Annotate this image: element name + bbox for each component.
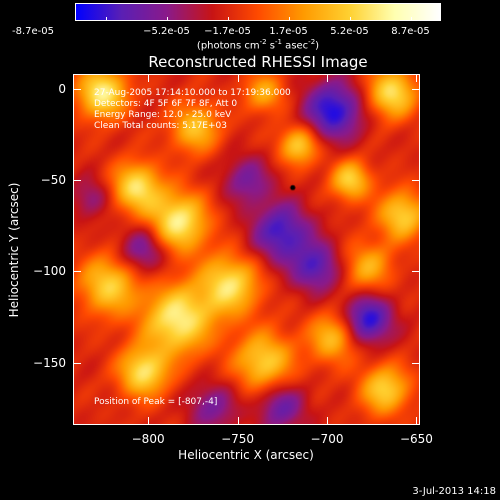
y-axis-label: Heliocentric Y (arcsec) (7, 182, 21, 318)
x-tick-mark (326, 417, 328, 425)
x-tick-mark (237, 417, 239, 425)
chart-title: Reconstructed RHESSI Image (148, 53, 368, 71)
detectors-annotation: Detectors: 4F 5F 6F 7F 8F, Att 0 (94, 99, 238, 109)
y-tick-mark (412, 271, 420, 273)
y-tick-mark (412, 88, 420, 90)
colorbar-label: −5.2e-05 (143, 26, 190, 37)
x-tick-mark (148, 74, 150, 82)
x-tick-mark (148, 417, 150, 425)
time-range-annotation: 27-Aug-2005 17:14:10.000 to 17:19:36.000 (94, 88, 291, 98)
colorbar-tick (227, 17, 229, 21)
colorbar-tick (105, 17, 107, 21)
colorbar-units: (photons cm-2 s-1 asec-2) (196, 38, 320, 52)
colorbar-tick (166, 17, 168, 21)
y-tick-mark (73, 180, 81, 182)
peak-position-annotation: Position of Peak = [-807,-4] (94, 397, 218, 407)
x-tick-mark (326, 74, 328, 82)
clean-counts-annotation: Clean Total counts: 5.17E+03 (94, 121, 227, 131)
x-tick-label: −800 (131, 432, 165, 446)
y-tick-label: −50 (40, 173, 66, 188)
x-tick-label: −700 (310, 432, 344, 446)
y-tick-mark (73, 271, 81, 273)
colorbar-label: 5.2e-05 (330, 26, 369, 37)
colorbar-tick (349, 17, 351, 21)
x-tick-mark (237, 74, 239, 82)
timestamp: 3-Jul-2013 14:18 (412, 486, 496, 497)
y-tick-mark (412, 362, 420, 364)
x-tick-label: −750 (221, 432, 255, 446)
x-axis-label: Heliocentric X (arcsec) (178, 448, 314, 462)
y-tick-label: 0 (58, 81, 66, 96)
x-tick-mark (416, 74, 418, 82)
colorbar-label: −1.7e-05 (204, 26, 251, 37)
colorbar-label: 8.7e-05 (391, 26, 430, 37)
y-tick-label: −150 (33, 355, 66, 370)
y-tick-mark (412, 180, 420, 182)
x-tick-mark (416, 417, 418, 425)
colorbar-tick (410, 17, 412, 21)
colorbar-label: 1.7e-05 (269, 26, 308, 37)
y-tick-mark (73, 362, 81, 364)
y-tick-label: −100 (33, 264, 66, 279)
plot-area: 27-Aug-2005 17:14:10.000 to 17:19:36.000… (73, 74, 420, 425)
colorbar (75, 3, 441, 21)
heatmap-image (74, 75, 419, 424)
colorbar-label: -8.7e-05 (12, 26, 54, 37)
energy-range-annotation: Energy Range: 12.0 - 25.0 keV (94, 110, 232, 120)
x-tick-label: −650 (399, 432, 433, 446)
colorbar-tick (288, 17, 290, 21)
y-tick-mark (73, 88, 81, 90)
